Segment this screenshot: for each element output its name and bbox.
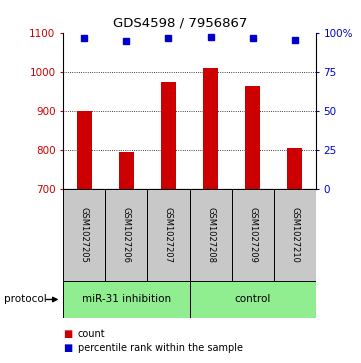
Text: GSM1027205: GSM1027205 [80, 207, 89, 263]
Text: count: count [78, 329, 105, 339]
Bar [190, 189, 232, 281]
Bar [147, 189, 190, 281]
Bar [232, 189, 274, 281]
Text: control: control [235, 294, 271, 305]
Text: GSM1027210: GSM1027210 [290, 207, 299, 263]
Bar [203, 68, 218, 189]
Text: ■: ■ [63, 343, 73, 354]
Bar [274, 189, 316, 281]
Bar [63, 281, 190, 318]
Bar [161, 82, 176, 189]
Bar [190, 281, 316, 318]
Text: percentile rank within the sample: percentile rank within the sample [78, 343, 243, 354]
Text: GSM1027209: GSM1027209 [248, 207, 257, 263]
Bar [287, 148, 302, 189]
Text: ■: ■ [63, 329, 73, 339]
Bar [245, 86, 260, 189]
Text: GSM1027206: GSM1027206 [122, 207, 131, 263]
Text: GSM1027207: GSM1027207 [164, 207, 173, 263]
Bar [119, 152, 134, 189]
Bar [77, 111, 92, 189]
Text: GSM1027208: GSM1027208 [206, 207, 215, 263]
Text: GDS4598 / 7956867: GDS4598 / 7956867 [113, 16, 248, 29]
Bar [105, 189, 147, 281]
Text: miR-31 inhibition: miR-31 inhibition [82, 294, 171, 305]
Text: protocol: protocol [4, 294, 46, 305]
Bar [63, 189, 105, 281]
